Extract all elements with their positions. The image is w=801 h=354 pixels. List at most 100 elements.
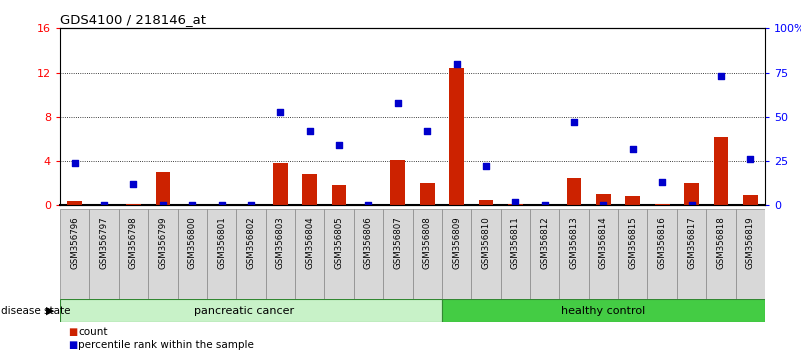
Bar (420, 183, 434, 205)
Point (68, 160, 81, 166)
Point (332, 142, 345, 148)
Point (685, 202, 698, 208)
FancyBboxPatch shape (178, 209, 207, 299)
Text: GSM356809: GSM356809 (452, 216, 461, 269)
FancyBboxPatch shape (530, 209, 559, 299)
FancyBboxPatch shape (324, 209, 354, 299)
Text: GSM356812: GSM356812 (540, 216, 549, 269)
FancyBboxPatch shape (589, 209, 618, 299)
Bar (449, 68, 464, 205)
Text: GSM356797: GSM356797 (99, 216, 109, 269)
Point (714, 73, 727, 79)
FancyBboxPatch shape (90, 209, 119, 299)
FancyBboxPatch shape (471, 209, 501, 299)
Text: GSM356813: GSM356813 (570, 216, 578, 269)
Bar (155, 172, 170, 205)
Text: GSM356807: GSM356807 (393, 216, 402, 269)
Point (392, 100, 405, 105)
Text: GSM356802: GSM356802 (247, 216, 256, 269)
Bar (508, 204, 522, 205)
Text: GSM356803: GSM356803 (276, 216, 285, 269)
Text: GSM356814: GSM356814 (599, 216, 608, 269)
Text: GSM356805: GSM356805 (335, 216, 344, 269)
Text: GSM356798: GSM356798 (129, 216, 138, 269)
Point (304, 128, 316, 134)
FancyBboxPatch shape (677, 209, 706, 299)
Text: percentile rank within the sample: percentile rank within the sample (78, 341, 255, 350)
Text: GDS4100 / 218146_at: GDS4100 / 218146_at (60, 13, 206, 26)
FancyBboxPatch shape (442, 299, 765, 322)
Text: count: count (78, 327, 108, 337)
FancyBboxPatch shape (236, 209, 266, 299)
Text: GSM356801: GSM356801 (217, 216, 226, 269)
Bar (67, 201, 82, 205)
Bar (626, 196, 640, 205)
Text: GSM356811: GSM356811 (511, 216, 520, 269)
Bar (743, 195, 758, 205)
Point (656, 179, 669, 185)
Point (274, 109, 287, 114)
Point (244, 202, 257, 208)
Bar (566, 178, 582, 205)
Bar (596, 194, 610, 205)
Text: GSM356816: GSM356816 (658, 216, 666, 269)
Point (480, 164, 493, 169)
Text: healthy control: healthy control (562, 306, 646, 316)
Point (568, 119, 581, 125)
FancyBboxPatch shape (60, 209, 90, 299)
Bar (302, 175, 317, 205)
Bar (714, 137, 728, 205)
FancyBboxPatch shape (295, 209, 324, 299)
FancyBboxPatch shape (148, 209, 178, 299)
FancyBboxPatch shape (647, 209, 677, 299)
FancyBboxPatch shape (559, 209, 589, 299)
Point (421, 128, 433, 134)
Text: GSM356800: GSM356800 (187, 216, 197, 269)
FancyBboxPatch shape (442, 209, 471, 299)
Text: disease state: disease state (1, 306, 70, 316)
FancyBboxPatch shape (735, 209, 765, 299)
Bar (126, 204, 141, 205)
Text: ■: ■ (68, 341, 78, 350)
Point (362, 202, 375, 208)
FancyBboxPatch shape (354, 209, 383, 299)
Point (98, 202, 111, 208)
Text: GSM356817: GSM356817 (687, 216, 696, 269)
Point (538, 202, 551, 208)
Bar (654, 204, 670, 205)
FancyBboxPatch shape (266, 209, 295, 299)
Text: GSM356808: GSM356808 (423, 216, 432, 269)
Text: GSM356796: GSM356796 (70, 216, 79, 269)
Text: GSM356815: GSM356815 (628, 216, 638, 269)
FancyBboxPatch shape (501, 209, 530, 299)
Point (744, 156, 757, 162)
Bar (684, 183, 698, 205)
FancyBboxPatch shape (119, 209, 148, 299)
Text: pancreatic cancer: pancreatic cancer (194, 306, 294, 316)
Bar (332, 185, 346, 205)
Text: GSM356810: GSM356810 (481, 216, 490, 269)
Text: GSM356799: GSM356799 (159, 216, 167, 269)
FancyBboxPatch shape (207, 209, 236, 299)
Bar (390, 160, 405, 205)
Text: GSM356804: GSM356804 (305, 216, 314, 269)
Text: ■: ■ (68, 327, 78, 337)
Text: GSM356819: GSM356819 (746, 216, 755, 269)
Point (450, 61, 463, 67)
FancyBboxPatch shape (618, 209, 647, 299)
Text: ▶: ▶ (46, 306, 54, 316)
FancyBboxPatch shape (413, 209, 442, 299)
Point (186, 202, 199, 208)
FancyBboxPatch shape (706, 209, 735, 299)
Point (597, 202, 610, 208)
Bar (478, 200, 493, 205)
Text: GSM356806: GSM356806 (364, 216, 373, 269)
Point (156, 202, 169, 208)
Point (626, 146, 639, 152)
Point (509, 199, 521, 205)
Bar (273, 163, 288, 205)
Point (215, 202, 228, 208)
FancyBboxPatch shape (60, 299, 442, 322)
FancyBboxPatch shape (383, 209, 413, 299)
Point (127, 181, 140, 187)
